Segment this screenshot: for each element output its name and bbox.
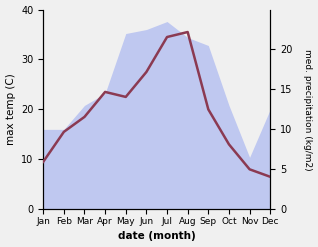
Y-axis label: max temp (C): max temp (C): [5, 74, 16, 145]
Y-axis label: med. precipitation (kg/m2): med. precipitation (kg/m2): [303, 49, 313, 170]
X-axis label: date (month): date (month): [118, 231, 196, 242]
